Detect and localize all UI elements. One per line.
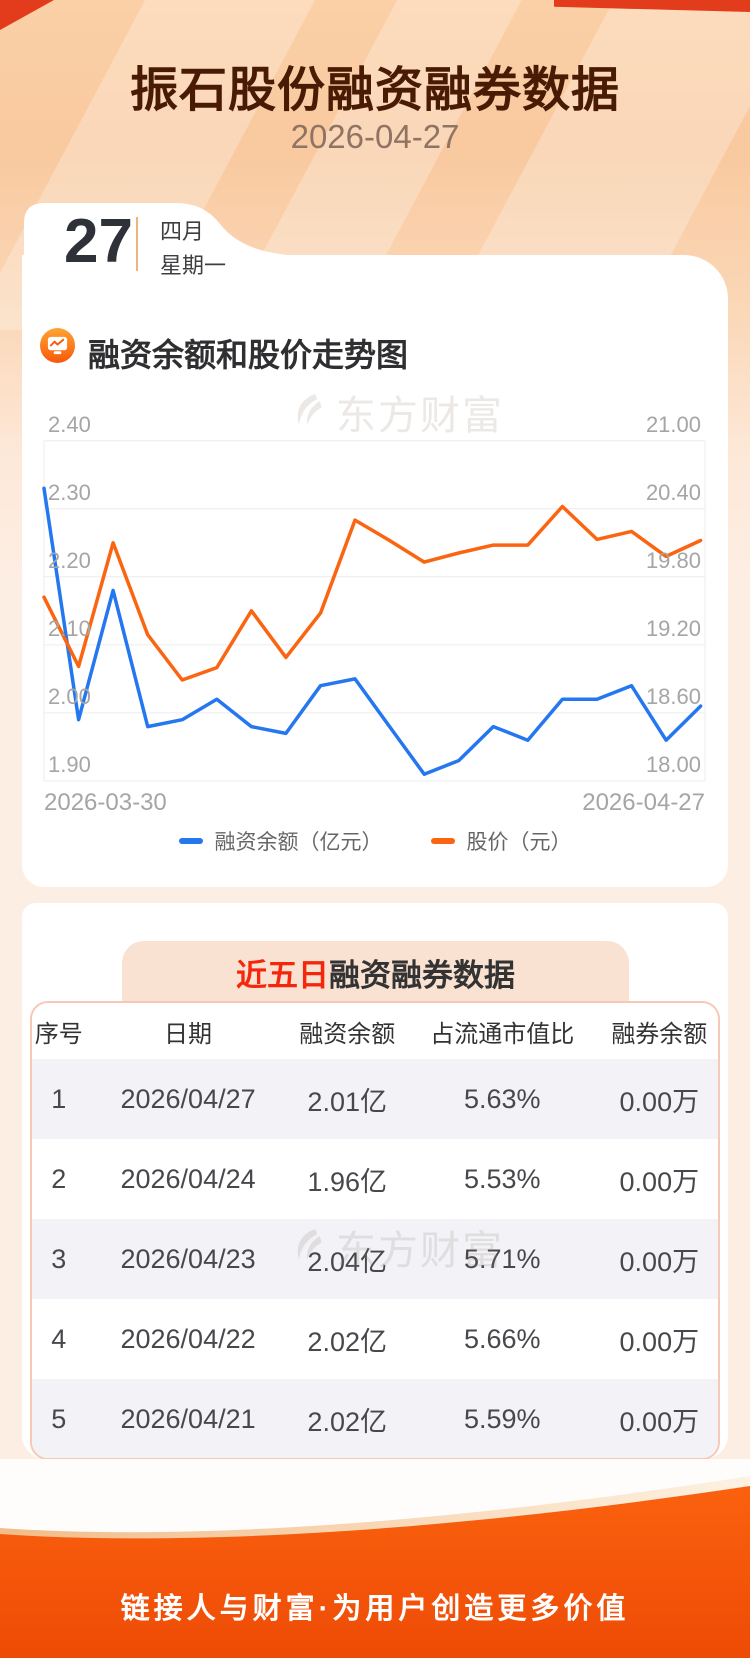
- left-tick-label: 1.90: [48, 752, 91, 777]
- line-price: [42, 504, 703, 682]
- table-row: 2 2026/04/24 1.96亿 5.53% 0.00万: [32, 1139, 718, 1219]
- table-header-cell: 日期: [164, 1020, 213, 1048]
- line-financing: [42, 486, 703, 776]
- table-row: 4 2026/04/22 2.02亿 5.66% 0.00万: [32, 1299, 718, 1379]
- table-cell: 0.00万: [619, 1086, 700, 1117]
- chart-card: [22, 255, 728, 887]
- table-header-cell: 占流通市值比: [430, 1020, 575, 1048]
- table-header-cell: 融资余额: [299, 1020, 396, 1048]
- chart-section-title: 融资余额和股价走势图: [88, 337, 409, 373]
- left-tick-label: 2.00: [48, 683, 91, 709]
- chart-legend: 融资余额（亿元） 股价（元）: [0, 826, 750, 856]
- table-title-highlight: 近五日: [236, 957, 329, 993]
- table-cell: 5.59%: [463, 1403, 541, 1434]
- table-cell: 0.00万: [619, 1406, 700, 1437]
- left-tick-label: 2.40: [48, 411, 91, 437]
- x-axis-start-label: 2026-03-30: [44, 789, 167, 816]
- legend-swatch: [178, 838, 203, 844]
- left-tick-label: 2.10: [48, 615, 91, 641]
- table-cell: 1: [51, 1083, 67, 1114]
- data-table: 序号 日期 融资余额 占流通市值比 融券余额 1 2026/04/27 2.01亿 5.63%…: [30, 1001, 720, 1460]
- calendar-month: 四月: [160, 219, 205, 244]
- table-cell: 2.04亿: [307, 1246, 387, 1277]
- table-title-rest: 融资融券数据: [329, 957, 515, 993]
- table-cell: 2026/04/27: [120, 1083, 256, 1114]
- footer-slogan: 链接人与财富·为用户创造更多价值: [120, 1593, 630, 1625]
- trend-chart: [42, 440, 706, 782]
- table-header-cell: 融券余额: [611, 1020, 708, 1048]
- chart-watermark: 东方财富: [288, 383, 504, 441]
- watermark-logo-icon: [297, 393, 322, 425]
- calendar-divider: [136, 217, 138, 271]
- table-cell: 2026/04/21: [120, 1403, 256, 1434]
- table-watermark: 东方财富: [288, 1218, 504, 1276]
- table-cell: 2.02亿: [307, 1326, 387, 1357]
- right-tick-label: 19.20: [645, 615, 701, 641]
- right-tick-label: 18.60: [645, 683, 701, 709]
- table-cell: 5.63%: [463, 1083, 541, 1114]
- calendar-day: 27: [64, 207, 133, 276]
- right-tick-label: 21.00: [645, 411, 701, 437]
- right-tick-label: 18.00: [645, 752, 701, 777]
- x-axis-end-label: 2026-04-27: [582, 789, 705, 816]
- table-cell: 5.53%: [463, 1163, 541, 1194]
- watermark-text: 东方财富: [336, 1229, 504, 1273]
- table-cell: 2026/04/23: [120, 1243, 256, 1274]
- table-cell: 5.66%: [463, 1323, 541, 1354]
- left-tick-label: 2.30: [48, 479, 91, 505]
- table-cell: 2.01亿: [307, 1086, 387, 1117]
- legend-item: 融资余额（亿元）: [178, 826, 383, 856]
- right-tick-label: 20.40: [645, 479, 701, 505]
- watermark-logo-icon: [297, 1228, 322, 1260]
- table-cell: 5: [51, 1403, 67, 1434]
- legend-item: 股价（元）: [430, 826, 572, 856]
- table-row: 5 2026/04/21 2.02亿 5.59% 0.00万: [32, 1379, 718, 1458]
- table-header-cell: 序号: [34, 1020, 83, 1048]
- table-cell: 3: [51, 1243, 67, 1274]
- chart-monitor-icon: [40, 328, 75, 363]
- table-cell: 2026/04/24: [120, 1163, 256, 1194]
- calendar-tab-shape: [24, 203, 312, 256]
- chart-gridlines: [43, 440, 706, 782]
- table-cell: 0.00万: [619, 1166, 700, 1197]
- legend-label: 股价（元）: [466, 831, 572, 854]
- table-cell: 0.00万: [619, 1246, 700, 1277]
- legend-label: 融资余额（亿元）: [214, 831, 383, 854]
- table-row: 3 2026/04/23 2.04亿 5.71% 0.00万: [32, 1219, 718, 1299]
- table-title-tab: 近五日 融资融券数据: [122, 941, 629, 1003]
- calendar-weekday: 星期一: [160, 253, 227, 278]
- table-row: 1 2026/04/27 2.01亿 5.63% 0.00万: [32, 1059, 718, 1139]
- watermark-text: 东方财富: [336, 394, 504, 438]
- page-title: 振石股份融资融券数据: [129, 64, 620, 117]
- table-body: 1 2026/04/27 2.01亿 5.63% 0.00万 2 2026/04/24 1.9…: [32, 1059, 718, 1458]
- right-tick-label: 19.80: [645, 547, 701, 573]
- left-tick-label: 2.20: [48, 547, 91, 573]
- table-cell: 5.71%: [463, 1243, 541, 1274]
- table-cell: 2: [51, 1163, 67, 1194]
- table-cell: 4: [51, 1323, 67, 1354]
- table-cell: 0.00万: [619, 1326, 700, 1357]
- table-cell: 2.02亿: [307, 1406, 387, 1437]
- table-cell: 2026/04/22: [120, 1323, 256, 1354]
- legend-swatch: [430, 838, 455, 844]
- page-date: 2026-04-27: [290, 118, 460, 155]
- footer-wave: [0, 1476, 750, 1658]
- table-header-row: 序号 日期 融资余额 占流通市值比 融券余额: [32, 1003, 718, 1059]
- table-cell: 1.96亿: [307, 1166, 387, 1197]
